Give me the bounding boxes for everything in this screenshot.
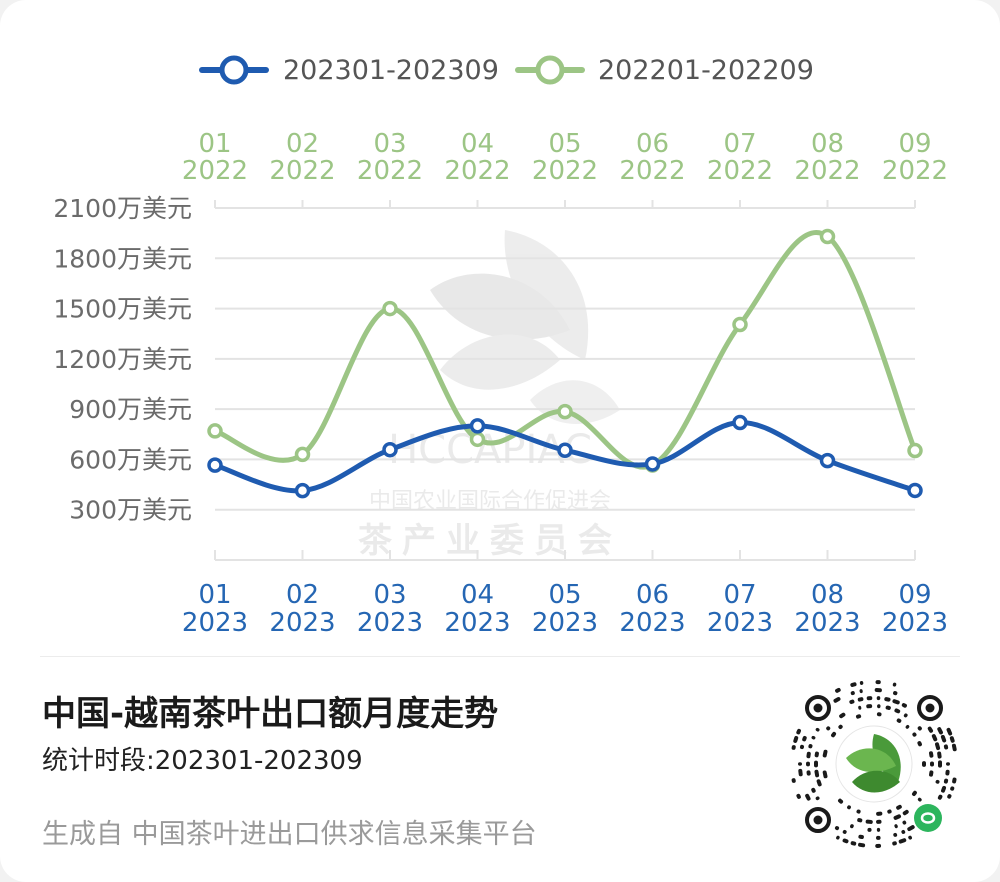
source-label: 生成自 中国茶叶进出口供求信息采集平台 xyxy=(42,819,537,850)
divider xyxy=(40,656,960,657)
bottom-x-tick-month: 06 xyxy=(636,580,669,610)
top-x-tick-year: 2022 xyxy=(619,156,685,186)
line-chart: HCCAPIAC 中国农业国际合作促进会 茶产业委员会 2100万美元 1800万… xyxy=(53,55,948,638)
series xyxy=(207,228,923,499)
legend-marker xyxy=(219,55,249,85)
bottom-x-tick-month: 03 xyxy=(373,580,406,610)
bottom-x-tick-month: 04 xyxy=(461,580,494,610)
legend-item[interactable]: 202201-202209 xyxy=(515,55,814,86)
data-point[interactable] xyxy=(557,403,573,420)
legend-item[interactable]: 202301-202309 xyxy=(199,55,499,86)
top-x-tick-month: 01 xyxy=(198,129,231,159)
bottom-x-tick-year: 2023 xyxy=(444,608,510,638)
top-x-tick-month: 05 xyxy=(548,129,581,159)
data-point[interactable] xyxy=(732,414,748,431)
legend-marker xyxy=(535,55,565,85)
top-x-tick-month: 02 xyxy=(286,129,319,159)
bottom-x-tick-year: 2023 xyxy=(269,608,335,638)
y-tick-label: 900万美元 xyxy=(69,395,192,424)
data-point[interactable] xyxy=(207,457,223,473)
bottom-x-tick-year: 2023 xyxy=(882,608,948,638)
top-x-tick-year: 2022 xyxy=(182,156,248,186)
watermark: HCCAPIAC 中国农业国际合作促进会 茶产业委员会 xyxy=(358,230,622,561)
top-x-tick-year: 2022 xyxy=(444,156,510,186)
axes: 2100万美元 1800万美元 1500万美元 1200万美元 900万美元 600万美元… xyxy=(53,129,948,638)
period-label: 统计时段:202301-202309 xyxy=(42,746,363,776)
legend-label: 202201-202209 xyxy=(598,55,814,86)
bottom-x-tick-month: 05 xyxy=(548,580,581,610)
top-x-tick-month: 04 xyxy=(461,129,494,159)
bottom-x-tick-month: 09 xyxy=(898,580,931,610)
y-tick-label: 1200万美元 xyxy=(53,345,192,374)
top-x-tick-year: 2022 xyxy=(794,156,860,186)
bottom-x-tick-year: 2023 xyxy=(794,608,860,638)
bottom-x-tick-year: 2023 xyxy=(182,608,248,638)
bottom-x-tick-year: 2023 xyxy=(707,608,773,638)
legend: 202301-202309 202201-202209 xyxy=(199,55,814,86)
legend-label: 202301-202309 xyxy=(283,55,499,86)
watermark-org-line2: 茶产业委员会 xyxy=(358,521,622,561)
data-point[interactable] xyxy=(644,456,661,472)
data-point[interactable] xyxy=(819,452,836,469)
data-point[interactable] xyxy=(907,482,923,499)
data-point[interactable] xyxy=(469,418,486,434)
top-x-tick-month: 06 xyxy=(636,129,669,159)
data-point[interactable] xyxy=(294,446,311,463)
y-tick-label: 2100万美元 xyxy=(53,194,192,223)
top-x-tick-month: 07 xyxy=(723,129,756,159)
bottom-x-tick-month: 01 xyxy=(198,580,231,610)
top-x-tick-year: 2022 xyxy=(269,156,335,186)
page-title: 中国-越南茶叶出口额月度走势 xyxy=(42,694,499,734)
bottom-x-tick-year: 2023 xyxy=(532,608,598,638)
tea-leaf-qr-code-icon[interactable] xyxy=(788,678,960,850)
y-tick-label: 300万美元 xyxy=(69,496,192,525)
data-point[interactable] xyxy=(819,228,836,245)
y-tick-label: 1800万美元 xyxy=(53,244,192,273)
bottom-x-tick-month: 08 xyxy=(811,580,844,610)
data-point[interactable] xyxy=(294,482,311,499)
series-202301-202309 xyxy=(207,414,923,499)
data-point[interactable] xyxy=(207,423,223,439)
top-x-tick-year: 2022 xyxy=(357,156,423,186)
top-x-tick-month: 08 xyxy=(811,129,844,159)
y-tick-label: 600万美元 xyxy=(69,445,192,474)
top-x-tick-month: 09 xyxy=(898,129,931,159)
data-point[interactable] xyxy=(732,316,748,333)
data-point[interactable] xyxy=(907,442,923,459)
data-point[interactable] xyxy=(382,441,398,458)
bottom-x-tick-year: 2023 xyxy=(619,608,685,638)
data-point[interactable] xyxy=(557,442,573,458)
top-x-tick-month: 03 xyxy=(373,129,406,159)
top-x-tick-year: 2022 xyxy=(882,156,948,186)
top-x-tick-year: 2022 xyxy=(707,156,773,186)
data-point[interactable] xyxy=(382,300,398,317)
bottom-x-tick-month: 07 xyxy=(723,580,756,610)
bottom-x-tick-year: 2023 xyxy=(357,608,423,638)
data-point[interactable] xyxy=(469,431,486,448)
top-x-tick-year: 2022 xyxy=(532,156,598,186)
bottom-x-tick-month: 02 xyxy=(286,580,319,610)
y-tick-label: 1500万美元 xyxy=(53,295,192,324)
